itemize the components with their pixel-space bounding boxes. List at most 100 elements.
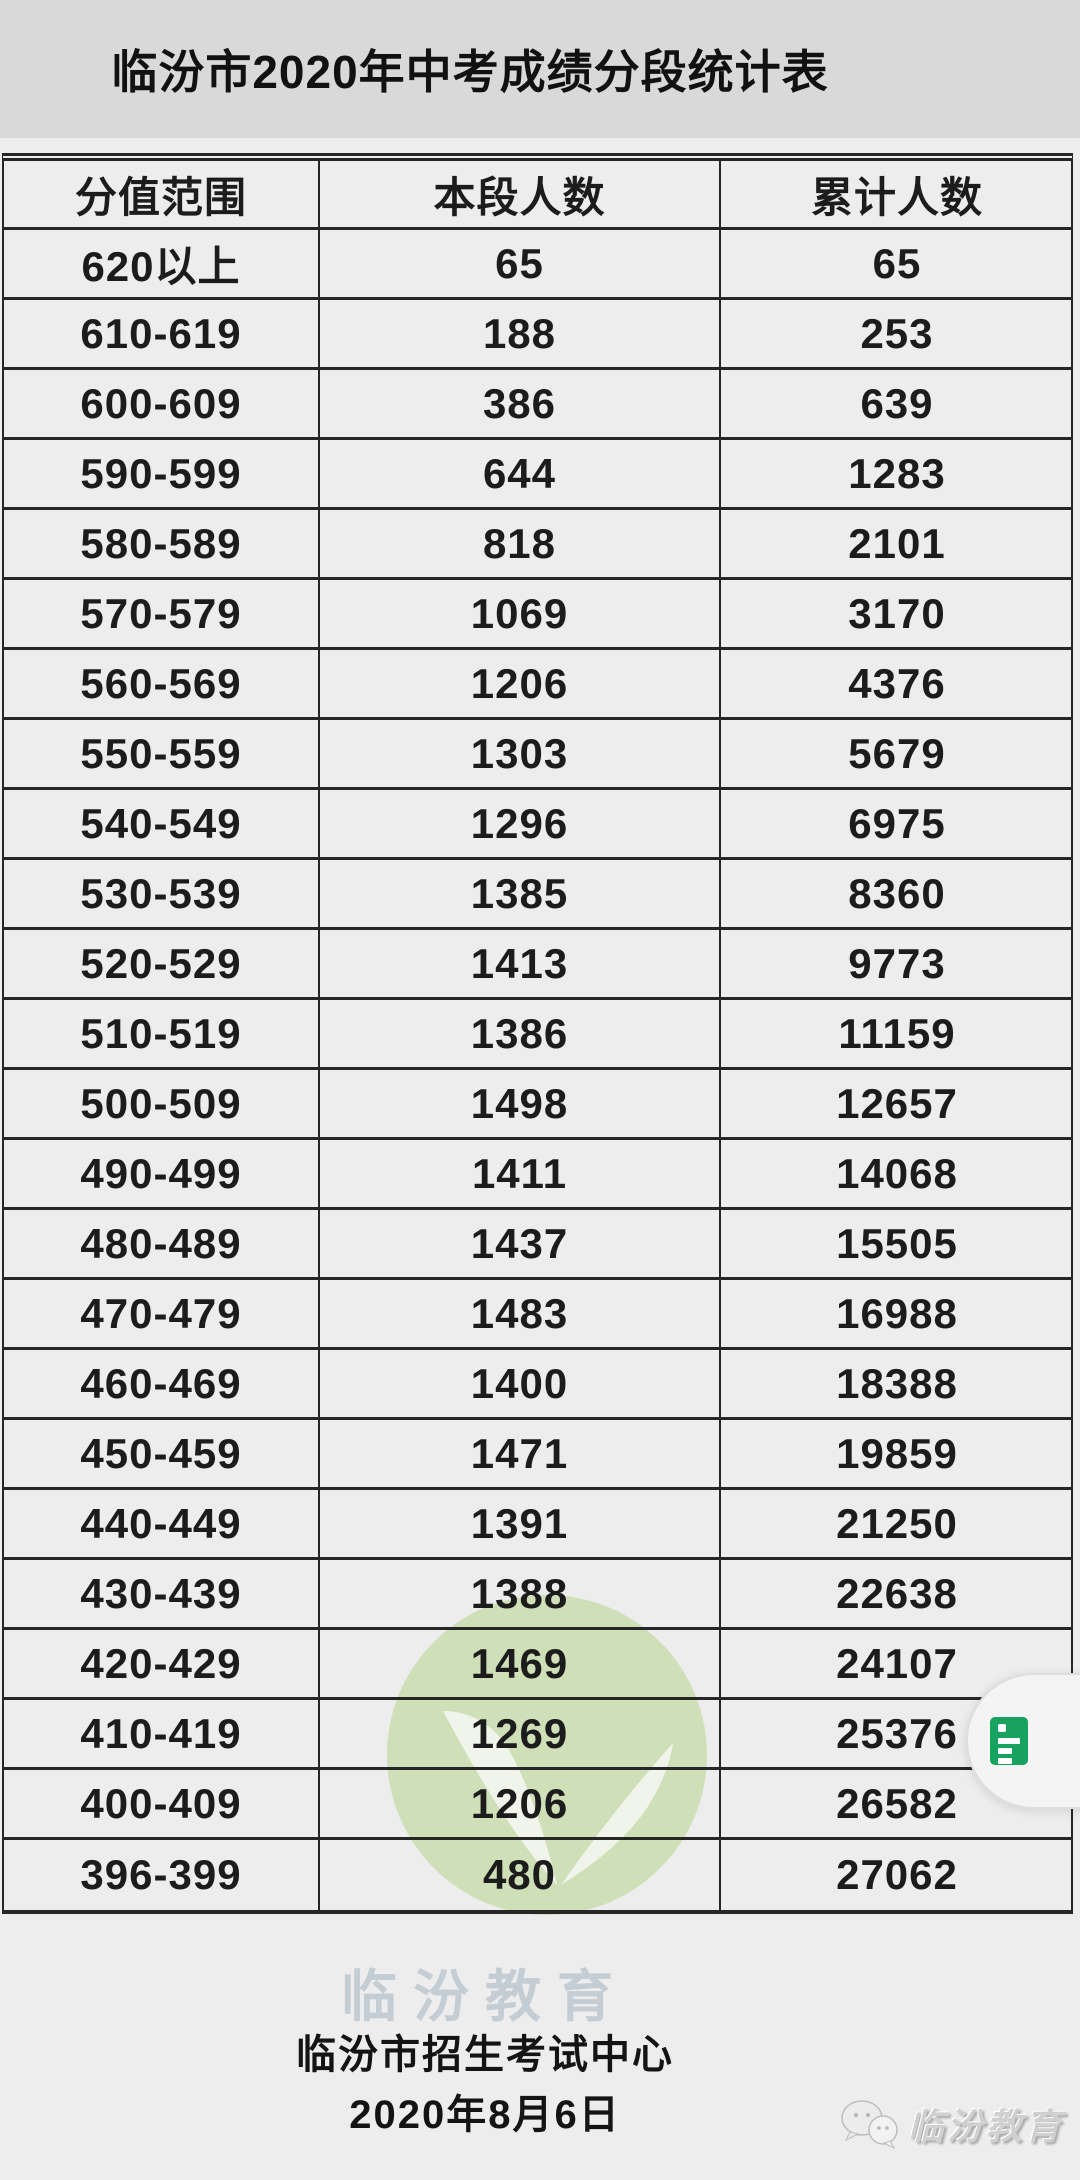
cumulative-count-cell: 19859 [721, 1420, 1073, 1490]
score-range-cell: 450-459 [4, 1420, 320, 1490]
floating-doc-button[interactable] [966, 1673, 1080, 1809]
title-band: 临汾市2020年中考成绩分段统计表 [0, 0, 1080, 138]
wechat-watermark: 临汾教育 [838, 2096, 1064, 2152]
table-row: 560-569 1206 4376 [4, 650, 1073, 720]
score-range-cell: 520-529 [4, 930, 320, 1000]
segment-count-cell: 644 [320, 440, 721, 510]
cumulative-count-cell: 24107 [721, 1630, 1073, 1700]
table-body: 620以上 65 65 610-619 188 253 600-609 386 639 590-5… [4, 230, 1073, 1910]
cumulative-count-cell: 2101 [721, 510, 1073, 580]
cumulative-count-cell: 5679 [721, 720, 1073, 790]
cumulative-count-cell: 6975 [721, 790, 1073, 860]
wechat-logo-icon [841, 2100, 898, 2150]
segment-count-cell: 818 [320, 510, 721, 580]
score-range-cell: 396-399 [4, 1840, 320, 1910]
table-row: 540-549 1296 6975 [4, 790, 1073, 860]
table-row: 530-539 1385 8360 [4, 860, 1073, 930]
table-row: 610-619 188 253 [4, 300, 1073, 370]
cumulative-count-cell: 22638 [721, 1560, 1073, 1630]
table-row: 400-409 1206 26582 [4, 1770, 1073, 1840]
table-row: 410-419 1269 25376 [4, 1700, 1073, 1770]
segment-count-cell: 188 [320, 300, 721, 370]
segment-count-cell: 1400 [320, 1350, 721, 1420]
cumulative-count-cell: 65 [721, 230, 1073, 300]
score-range-cell: 480-489 [4, 1210, 320, 1280]
segment-count-cell: 1303 [320, 720, 721, 790]
segment-count-cell: 1206 [320, 1770, 721, 1840]
cumulative-count-cell: 1283 [721, 440, 1073, 510]
segment-count-cell: 1411 [320, 1140, 721, 1210]
table-row: 450-459 1471 19859 [4, 1420, 1073, 1490]
segment-count-cell: 1206 [320, 650, 721, 720]
table-row: 520-529 1413 9773 [4, 930, 1073, 1000]
score-range-cell: 410-419 [4, 1700, 320, 1770]
cumulative-count-cell: 27062 [836, 1851, 958, 1898]
page-title: 临汾市2020年中考成绩分段统计表 [111, 46, 829, 98]
table-row: 510-519 1386 11159 [4, 1000, 1073, 1070]
cumulative-count-cell: 8360 [721, 860, 1073, 930]
table-row: 600-609 386 639 [4, 370, 1073, 440]
segment-count-cell: 1385 [320, 860, 721, 930]
score-range-cell: 490-499 [4, 1140, 320, 1210]
cumulative-count-cell: 25376 [721, 1700, 1073, 1770]
table-row: 500-509 1498 12657 [4, 1070, 1073, 1140]
segment-count-cell: 1437 [320, 1210, 721, 1280]
score-table: 分值范围 本段人数 累计人数 620以上 65 65 610-619 188 253 600-6… [2, 153, 1073, 1914]
segment-count-cell: 1069 [320, 580, 721, 650]
table-row: 570-579 1069 3170 [4, 580, 1073, 650]
score-range-cell: 610-619 [4, 300, 320, 370]
score-range-cell: 570-579 [4, 580, 320, 650]
cumulative-count-cell: 253 [721, 300, 1073, 370]
table-row: 580-589 818 2101 [4, 510, 1073, 580]
segment-count-cell: 480 [320, 1840, 721, 1910]
score-range-cell: 620以上 [4, 230, 320, 300]
center-watermark-text: 临汾教育 [341, 1965, 629, 2028]
cumulative-count-cell: 15505 [721, 1210, 1073, 1280]
table-row: 460-469 1400 18388 [4, 1350, 1073, 1420]
score-range-cell: 440-449 [4, 1490, 320, 1560]
score-range-cell: 540-549 [4, 790, 320, 860]
leaf-logo [387, 1595, 707, 1915]
score-range-cell: 510-519 [4, 1000, 320, 1070]
cumulative-count-cell: 11159 [721, 1000, 1073, 1070]
table-row: 396-399 480 27062 [4, 1840, 1071, 1910]
segment-count-cell: 1296 [320, 790, 721, 860]
score-range-cell: 550-559 [4, 720, 320, 790]
score-range-cell: 590-599 [4, 440, 320, 510]
cumulative-count-cell: 16988 [721, 1280, 1073, 1350]
cumulative-count-cell: 4376 [721, 650, 1073, 720]
table-row: 490-499 1411 14068 [4, 1140, 1073, 1210]
cumulative-count-cell: 14068 [721, 1140, 1073, 1210]
segment-count-cell: 1413 [320, 930, 721, 1000]
footer-org: 临汾市招生考试中心 [296, 2033, 674, 2077]
table-row: 420-429 1469 24107 [4, 1630, 1073, 1700]
segment-count-cell: 65 [320, 230, 721, 300]
footer-date: 2020年8月6日 [349, 2093, 621, 2137]
score-range-cell: 430-439 [4, 1560, 320, 1630]
score-range-cell: 500-509 [4, 1070, 320, 1140]
header-cell: 本段人数 [320, 161, 721, 230]
cumulative-count-cell: 18388 [721, 1350, 1073, 1420]
segment-count-cell: 1471 [320, 1420, 721, 1490]
header-cell: 累计人数 [721, 161, 1073, 230]
table-row: 430-439 1388 22638 [4, 1560, 1073, 1630]
cumulative-count-cell: 639 [721, 370, 1073, 440]
score-range-cell: 600-609 [4, 370, 320, 440]
score-range-cell: 420-429 [4, 1630, 320, 1700]
score-range-cell: 560-569 [4, 650, 320, 720]
table-row: 470-479 1483 16988 [4, 1280, 1073, 1350]
segment-count-cell: 1388 [320, 1560, 721, 1630]
score-range-cell: 460-469 [4, 1350, 320, 1420]
doc-list-icon [990, 1717, 1028, 1765]
segment-count-cell: 386 [320, 370, 721, 440]
segment-count-cell: 1483 [320, 1280, 721, 1350]
score-range-cell: 580-589 [4, 510, 320, 580]
cumulative-count-cell: 9773 [721, 930, 1073, 1000]
cumulative-count-cell: 21250 [721, 1490, 1073, 1560]
cumulative-count-cell: 3170 [721, 580, 1073, 650]
segment-count-cell: 1391 [320, 1490, 721, 1560]
segment-count-cell: 1269 [320, 1700, 721, 1770]
cumulative-count-cell: 26582 [721, 1770, 1073, 1840]
table-row: 480-489 1437 15505 [4, 1210, 1073, 1280]
score-range-cell: 470-479 [4, 1280, 320, 1350]
